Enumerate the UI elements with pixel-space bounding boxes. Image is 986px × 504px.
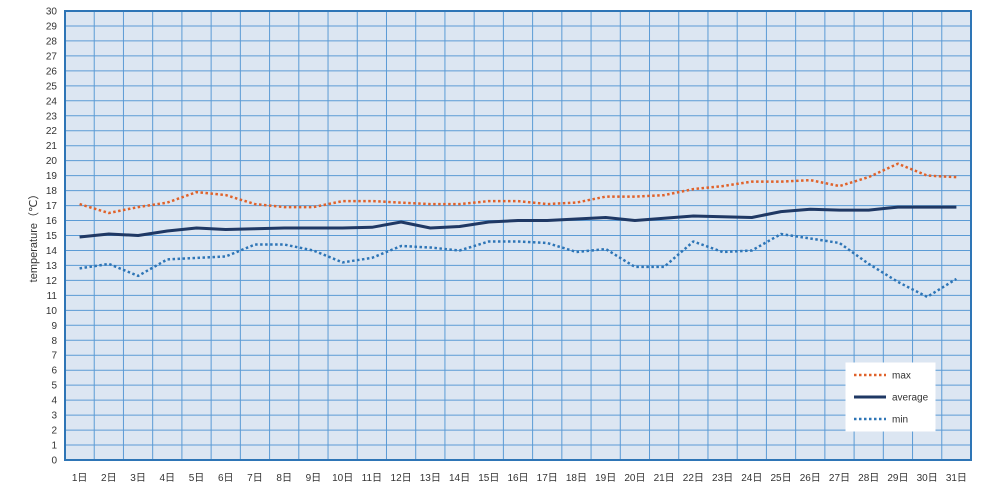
x-tick-label: 4日: [160, 473, 176, 484]
y-tick-label: 16: [46, 216, 58, 227]
y-tick-label: 22: [46, 126, 58, 137]
legend: max average min: [845, 362, 936, 432]
y-tick-label: 29: [46, 21, 58, 32]
y-tick-label: 23: [46, 111, 58, 122]
y-tick-label: 18: [46, 186, 58, 197]
x-tick-label: 17日: [537, 473, 558, 484]
y-tick-label: 30: [46, 7, 58, 18]
legend-label-min: min: [892, 415, 908, 426]
series-line-average: [79, 205, 957, 239]
y-tick-label: 13: [46, 261, 58, 272]
x-tick-label: 21日: [654, 473, 675, 484]
x-tick-label: 20日: [624, 473, 645, 484]
x-tick-label: 25日: [770, 473, 791, 484]
x-tick-label: 11日: [362, 473, 382, 484]
y-tick-label: 24: [46, 96, 58, 107]
x-tick-label: 22日: [683, 473, 704, 484]
y-tick-label: 20: [46, 156, 58, 167]
y-tick-label: 8: [51, 336, 57, 347]
legend-label-average: average: [892, 393, 929, 404]
x-tick-label: 15日: [478, 473, 499, 484]
x-tick-label: 1日: [72, 473, 88, 484]
y-tick-label: 7: [51, 351, 57, 362]
y-tick-label: 21: [46, 141, 58, 152]
y-tick-label: 17: [46, 201, 58, 212]
y-tick-label: 11: [47, 291, 58, 302]
y-tick-label: 19: [46, 171, 58, 182]
x-tick-label: 18日: [566, 473, 587, 484]
x-tick-label: 16日: [507, 473, 528, 484]
y-tick-label: 5: [51, 381, 57, 392]
x-tick-label: 5日: [189, 473, 205, 484]
series-lines: [79, 162, 958, 299]
x-tick-label: 31日: [946, 473, 967, 484]
plot-border: [64, 10, 972, 461]
y-axis-ticks: 0123456789101112131415161718192021222324…: [46, 7, 58, 467]
x-tick-label: 23日: [712, 473, 733, 484]
y-tick-label: 3: [51, 411, 57, 422]
y-tick-label: 4: [51, 396, 57, 407]
x-tick-label: 13日: [420, 473, 441, 484]
x-tick-label: 12日: [391, 473, 412, 484]
x-tick-label: 7日: [247, 473, 263, 484]
y-tick-label: 9: [51, 321, 57, 332]
y-tick-label: 25: [46, 81, 58, 92]
x-tick-label: 14日: [449, 473, 470, 484]
series-line-min: [79, 232, 958, 299]
y-tick-label: 27: [46, 51, 58, 62]
x-tick-label: 26日: [800, 473, 821, 484]
series-line-max: [79, 162, 957, 215]
x-tick-label: 10日: [332, 473, 353, 484]
y-tick-label: 1: [51, 441, 57, 452]
x-tick-label: 29日: [887, 473, 908, 484]
y-tick-label: 2: [51, 426, 57, 437]
x-tick-label: 30日: [917, 473, 938, 484]
y-tick-label: 26: [46, 66, 58, 77]
x-tick-label: 28日: [858, 473, 879, 484]
x-tick-label: 2日: [101, 473, 117, 484]
x-axis-ticks: 1日 2日 3日 4日 5日 6日 7日 8日 9日 10日 11日 12日 13日 14日 15日 16日 1…: [72, 473, 967, 484]
y-tick-label: 14: [46, 246, 58, 257]
x-tick-label: 9日: [306, 473, 322, 484]
x-tick-label: 19日: [595, 473, 616, 484]
legend-label-max: max: [892, 371, 911, 382]
y-tick-label: 6: [51, 366, 57, 377]
x-tick-label: 24日: [741, 473, 762, 484]
x-tick-label: 8日: [276, 473, 292, 484]
x-tick-label: 6日: [218, 473, 234, 484]
x-tick-label: 3日: [130, 473, 146, 484]
y-tick-label: 15: [46, 231, 58, 242]
y-tick-label: 28: [46, 36, 58, 47]
y-tick-label: 0: [51, 456, 57, 467]
y-axis-title: temperature（℃）: [27, 189, 40, 283]
x-tick-label: 27日: [829, 473, 850, 484]
y-tick-label: 10: [46, 306, 58, 317]
y-tick-label: 12: [46, 276, 58, 287]
